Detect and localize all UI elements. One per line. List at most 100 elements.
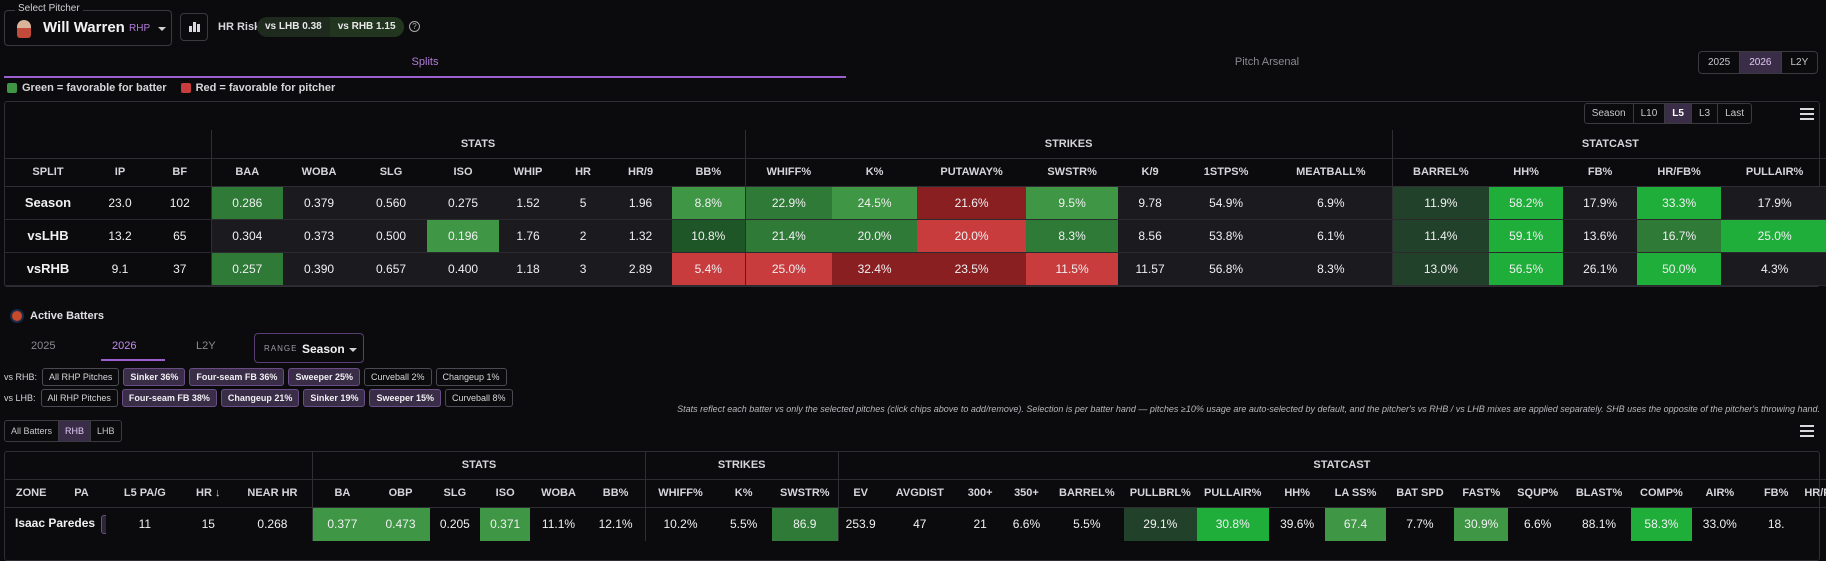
batters-group-stats: STATS — [312, 451, 646, 480]
batter-col-header[interactable]: BLAST% — [1566, 479, 1632, 508]
chart-button[interactable] — [180, 13, 208, 41]
col-header[interactable]: IP — [91, 158, 149, 187]
batter-col-header[interactable]: FAST% — [1454, 479, 1509, 508]
batter-col-header[interactable]: SLG — [429, 479, 480, 508]
batter-col-header[interactable]: BARREL% — [1049, 479, 1125, 508]
tab-pitch-arsenal[interactable]: Pitch Arsenal — [1234, 56, 1300, 68]
batter-name-cell[interactable]: Isaac Paredes RHB — [5, 507, 106, 541]
col-header[interactable]: HR/9 — [609, 158, 673, 187]
batter-col-header[interactable]: LA SS% — [1325, 479, 1386, 508]
chip-rhb-fourseam[interactable]: Four-seam FB 36% — [189, 368, 285, 386]
col-header[interactable]: HR/FB% — [1637, 158, 1722, 187]
pitcher-name: Will Warren — [43, 19, 125, 36]
batter-col-header[interactable]: BB% — [586, 479, 646, 508]
batter-col-header[interactable]: WOBA — [530, 479, 587, 508]
batter-col-header[interactable]: 350+ — [1003, 479, 1050, 508]
batter-col-header[interactable]: 300+ — [957, 479, 1004, 508]
range-l10[interactable]: L10 — [1634, 104, 1666, 123]
batter-col-header[interactable]: ISO — [480, 479, 531, 508]
batter-col-header[interactable]: HR/FB% — [1804, 479, 1826, 508]
batter-col-header[interactable]: WHIFF% — [644, 479, 716, 508]
col-header[interactable]: SWSTR% — [1026, 158, 1119, 187]
chip-rhb-changeup[interactable]: Changeup 1% — [435, 368, 507, 386]
chip-lhb-sweeper[interactable]: Sweeper 15% — [369, 389, 441, 407]
col-header[interactable]: PULLAIR% — [1721, 158, 1826, 187]
batter-col-header[interactable]: PA — [57, 479, 106, 508]
chip-lhb-sinker[interactable]: Sinker 19% — [303, 389, 366, 407]
group-blank — [5, 451, 313, 480]
col-header[interactable]: MEATBALL% — [1270, 158, 1393, 187]
batter-col-header[interactable]: L5 PA/G — [105, 479, 185, 508]
col-header[interactable]: BF — [149, 158, 212, 187]
batter-col-header[interactable]: PULLBRL% — [1124, 479, 1197, 508]
batter-col-header[interactable]: ZONE — [5, 479, 58, 508]
batter-col-header[interactable]: K% — [715, 479, 772, 508]
batter-col-header[interactable]: SWSTR% — [771, 479, 839, 508]
batter-col-header[interactable]: COMP% — [1631, 479, 1692, 508]
tab-splits[interactable]: Splits — [4, 54, 846, 78]
split-cell: 0.379 — [283, 186, 356, 220]
col-header[interactable]: SLG — [355, 158, 428, 187]
col-header[interactable]: K% — [832, 158, 918, 187]
pitcher-select[interactable]: Select Pitcher Will Warren RHP — [4, 3, 172, 46]
filter-lhb[interactable]: LHB — [97, 426, 115, 436]
chip-rhb-sweeper[interactable]: Sweeper 25% — [288, 368, 360, 386]
split-cell: 33.3% — [1637, 186, 1722, 220]
batter-col-header[interactable]: BAT SPD — [1385, 479, 1455, 508]
batter-col-header[interactable]: PULLAIR% — [1196, 479, 1269, 508]
year-2025[interactable]: 2025 — [1699, 52, 1741, 73]
col-header[interactable]: 1STPS% — [1182, 158, 1271, 187]
col-header[interactable]: HH% — [1489, 158, 1564, 187]
chip-rhb-curveball[interactable]: Curveball 2% — [363, 368, 432, 386]
filter-all-batters[interactable]: All Batters — [5, 421, 60, 441]
tune-icon[interactable] — [1800, 108, 1814, 120]
col-header[interactable]: BAA — [210, 158, 284, 187]
year-2026[interactable]: 2026 — [1740, 52, 1782, 73]
chip-lhb-all[interactable]: All RHP Pitches — [40, 389, 118, 407]
batters-year-2025[interactable]: 2025 — [31, 340, 56, 352]
batter-col-header[interactable]: OBP — [371, 479, 430, 508]
batters-range-select[interactable]: RANGE Season — [254, 333, 364, 363]
chip-rhb-all[interactable]: All RHP Pitches — [42, 368, 120, 386]
col-header[interactable]: HR — [557, 158, 610, 187]
year-l2y[interactable]: L2Y — [1790, 57, 1809, 68]
col-header[interactable]: ISO — [427, 158, 500, 187]
col-header[interactable]: BARREL% — [1391, 158, 1490, 187]
batter-col-header[interactable]: EV — [837, 479, 883, 508]
col-header[interactable]: WOBA — [283, 158, 356, 187]
batter-col-header[interactable]: NEAR HR — [232, 479, 313, 508]
hr-risk-label: HR Risk — [218, 21, 261, 33]
batter-cell: 88.1% — [1582, 517, 1617, 532]
chip-lhb-fourseam[interactable]: Four-seam FB 38% — [121, 389, 217, 407]
range-l5[interactable]: L5 — [1665, 104, 1692, 123]
col-header[interactable]: PUTAWAY% — [917, 158, 1027, 187]
range-season[interactable]: Season — [1585, 104, 1634, 123]
col-header[interactable]: SPLIT — [5, 158, 91, 187]
batter-col-header[interactable]: SQUP% — [1508, 479, 1567, 508]
chip-lhb-changeup[interactable]: Changeup 21% — [220, 389, 300, 407]
batter-hand-badge: RHB — [101, 514, 106, 534]
batter-col-header[interactable]: BA — [312, 479, 372, 508]
tune-icon[interactable] — [1800, 425, 1814, 437]
batters-year-l2y[interactable]: L2Y — [196, 340, 216, 352]
batter-col-header[interactable]: AVGDIST — [882, 479, 958, 508]
range-last[interactable]: Last — [1725, 108, 1744, 119]
col-header[interactable]: WHIFF% — [744, 158, 833, 187]
col-header[interactable]: WHIP — [499, 158, 558, 187]
batter-col-header[interactable]: AIR% — [1691, 479, 1748, 508]
chip-rhb-sinker[interactable]: Sinker 36% — [123, 368, 186, 386]
split-cell: 10.8% — [672, 219, 746, 253]
batter-col-header[interactable]: FB% — [1747, 479, 1805, 508]
range-l3[interactable]: L3 — [1692, 104, 1719, 123]
batter-col-header[interactable]: HH% — [1268, 479, 1326, 508]
col-header[interactable]: BB% — [672, 158, 746, 187]
green-swatch — [7, 83, 17, 93]
chip-lhb-curveball[interactable]: Curveball 8% — [445, 389, 513, 407]
help-icon[interactable]: ? — [409, 21, 420, 32]
col-header[interactable]: FB% — [1563, 158, 1638, 187]
col-header[interactable]: K/9 — [1118, 158, 1183, 187]
batter-col-header[interactable]: HR ↓ — [184, 479, 233, 508]
batters-year-2026[interactable]: 2026 — [112, 340, 137, 352]
filter-rhb[interactable]: RHB — [59, 421, 92, 441]
